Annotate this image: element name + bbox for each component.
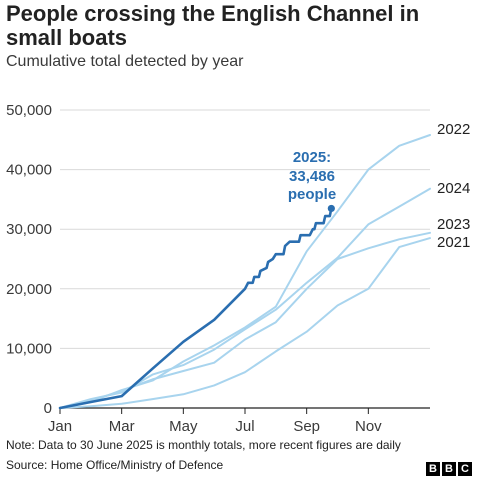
y-tick-label: 40,000: [6, 162, 52, 179]
series-label-2021: 2021: [437, 234, 470, 251]
x-tick-label: Nov: [355, 418, 382, 435]
logo-letter: B: [426, 462, 440, 476]
callout-line: people: [288, 186, 336, 203]
y-tick-label: 10,000: [6, 340, 52, 357]
series-line-2024: [59, 187, 431, 409]
footnote: Note: Data to 30 June 2025 is monthly to…: [6, 438, 401, 452]
x-axis: Jan Mar May Jul Sep Nov: [48, 407, 430, 435]
y-tick-label: 0: [44, 400, 52, 417]
x-tick-label: Jul: [235, 418, 254, 435]
chart-subtitle: Cumulative total detected by year: [6, 53, 244, 70]
logo-letter: B: [442, 462, 456, 476]
x-tick-label: May: [169, 418, 198, 435]
series-label-2024: 2024: [437, 180, 470, 197]
series-label-2023: 2023: [437, 216, 470, 233]
callout-line: 2025:: [293, 149, 331, 166]
logo-letter: C: [458, 462, 472, 476]
series-line-2023: [59, 231, 431, 409]
callout-line: 33,486: [289, 168, 335, 185]
y-tick-label: 50,000: [6, 102, 52, 119]
y-tick-label: 30,000: [6, 221, 52, 238]
x-tick-label: Mar: [109, 418, 135, 435]
y-gridlines: [60, 109, 430, 349]
series-line-2021: [59, 237, 431, 409]
series-line-2022: [59, 134, 431, 409]
y-tick-labels: 0 10,000 20,000 30,000 40,000 50,000: [6, 102, 52, 417]
bbc-logo: B B C: [426, 462, 472, 476]
x-tick-label: Sep: [293, 418, 320, 435]
chart-title: People crossing the English Channel in s…: [6, 1, 420, 50]
series-line-2025: [58, 207, 333, 410]
series-endpoint-2025: [327, 204, 335, 213]
series-lines: [58, 134, 431, 410]
source-line: Source: Home Office/Ministry of Defence: [6, 458, 224, 472]
x-tick-label: Jan: [48, 418, 72, 435]
y-tick-label: 20,000: [6, 281, 52, 298]
series-label-2022: 2022: [437, 121, 470, 138]
